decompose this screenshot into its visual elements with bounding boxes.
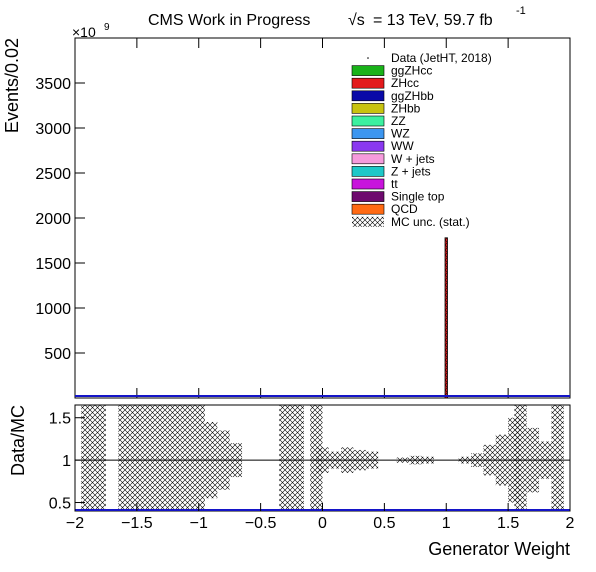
- x-tick-label: −1.5: [121, 515, 153, 532]
- ratio-y-tick-label: 1.5: [49, 411, 71, 428]
- legend-label: WW: [391, 139, 414, 153]
- legend-marker-data: [367, 57, 369, 59]
- ratio-y-tick-label: 0.5: [49, 496, 71, 513]
- lumi-exponent: -1: [516, 5, 526, 17]
- legend: Data (JetHT, 2018)ggZHccZHccggZHbbZHbbZZ…: [351, 51, 492, 229]
- ratio-y-axis: 0.5 1 1.5: [49, 411, 85, 513]
- ratio-band: [180, 405, 193, 511]
- x-tick-label: 0: [318, 515, 327, 532]
- legend-swatch: [351, 90, 385, 102]
- y-multiplier-exponent: 9: [104, 22, 110, 33]
- ratio-plot-panel: 0.5 1 1.5 −2 −1.5 −1 −0.5 0 0.5 1 1.5 2 Data/MC Ge…: [8, 404, 575, 559]
- ratio-band: [155, 405, 168, 511]
- ratio-band: [93, 405, 106, 511]
- main-x-axis-ticks: [74, 38, 571, 398]
- main-y-tick-label: 500: [44, 346, 71, 363]
- legend-swatch: [351, 203, 385, 215]
- main-y-tick-label: 3000: [35, 121, 71, 138]
- legend-label: Data (JetHT, 2018): [391, 51, 492, 65]
- ratio-band: [143, 405, 156, 511]
- x-axis-title: Generator Weight: [428, 539, 570, 559]
- ratio-band: [118, 405, 131, 511]
- x-tick-label: 2: [566, 515, 575, 532]
- legend-swatch: [351, 166, 385, 177]
- main-plot-frame: [74, 37, 571, 399]
- legend-label: W + jets: [391, 152, 435, 166]
- legend-swatch-hatch: [352, 216, 384, 227]
- legend-label: ZHcc: [391, 76, 419, 90]
- legend-label: Z + jets: [391, 164, 431, 178]
- legend-swatch: [351, 103, 385, 114]
- ratio-x-axis: −2 −1.5 −1 −0.5 0 0.5 1 1.5 2: [66, 503, 575, 532]
- x-tick-label: 0.5: [373, 515, 395, 532]
- ratio-band: [167, 405, 181, 511]
- x-tick-label: 1.5: [497, 515, 519, 532]
- ratio-band: [192, 405, 205, 511]
- main-y-tick-label: 2000: [35, 211, 71, 228]
- y-multiplier-label: ×10: [72, 24, 96, 40]
- mc-uncertainty-hatch: [445, 237, 448, 398]
- x-tick-label: 1: [442, 515, 451, 532]
- legend-label: ZZ: [391, 114, 406, 128]
- main-y-tick-label: 3500: [35, 76, 71, 93]
- legend-label: QCD: [391, 202, 418, 216]
- main-y-tick-label: 1000: [35, 301, 71, 318]
- main-y-axis-title: Events/0.02: [2, 38, 22, 133]
- legend-label: WZ: [391, 127, 410, 141]
- legend-label: ggZHbb: [391, 89, 434, 103]
- ratio-y-tick-label: 1: [62, 453, 71, 470]
- ratio-band: [291, 405, 304, 511]
- x-tick-label: −2: [66, 515, 84, 532]
- ratio-band: [279, 405, 292, 511]
- ratio-band: [81, 405, 94, 511]
- figure-title: CMS Work in Progress: [148, 12, 310, 29]
- legend-swatch: [351, 115, 385, 127]
- main-y-axis: 500 1000 1500 2000 2500 3000 3500: [35, 76, 85, 363]
- legend-label: ggZHcc: [391, 64, 432, 78]
- main-y-tick-label: 2500: [35, 166, 71, 183]
- x-tick-label: −1: [190, 515, 208, 532]
- legend-swatch: [351, 191, 385, 202]
- legend-swatch: [351, 153, 385, 165]
- x-tick-label: −0.5: [245, 515, 277, 532]
- ratio-y-axis-title: Data/MC: [8, 405, 28, 476]
- legend-label: Single top: [391, 190, 445, 204]
- ratio-band: [514, 405, 527, 511]
- ratio-band: [551, 405, 564, 511]
- legend-label: MC unc. (stat.): [391, 215, 470, 229]
- legend-swatch: [351, 140, 385, 152]
- main-plot-panel: 500 1000 1500 2000 2500 3000 3500 ×10 9 Events…: [2, 22, 571, 399]
- legend-swatch: [351, 65, 385, 76]
- stacked-histogram: [444, 237, 448, 399]
- ratio-band: [130, 405, 144, 511]
- legend-swatch: [351, 128, 385, 139]
- legend-label: ZHbb: [391, 101, 421, 115]
- energy-lumi-label: = 13 TeV, 59.7 fb: [373, 12, 493, 29]
- legend-label: tt: [391, 177, 398, 191]
- legend-swatch: [351, 178, 385, 190]
- legend-swatch: [351, 77, 385, 89]
- ratio-uncertainty-bands: [81, 405, 564, 511]
- main-y-tick-label: 1500: [35, 256, 71, 273]
- energy-symbol: √s: [348, 12, 365, 29]
